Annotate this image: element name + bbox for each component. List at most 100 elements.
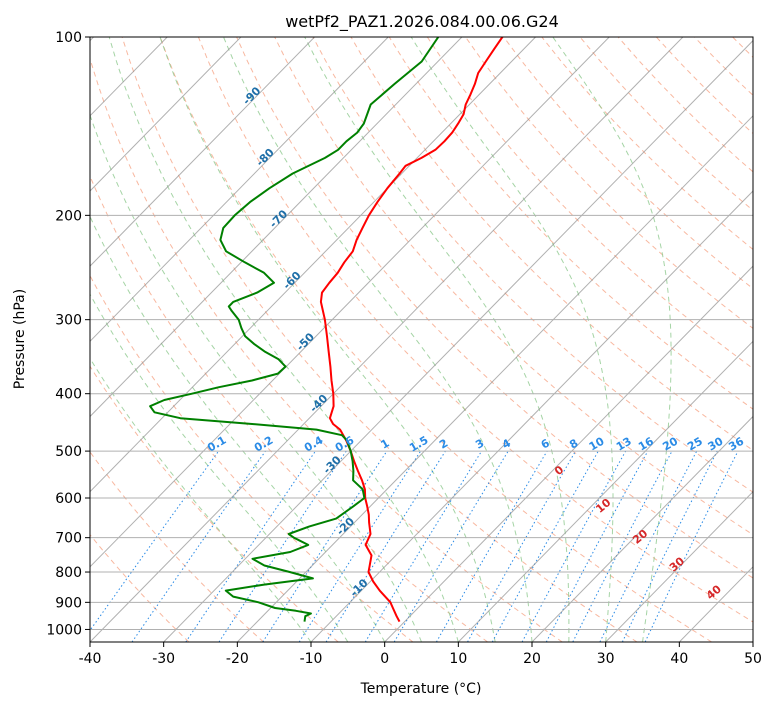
x-tick-label: 40: [670, 651, 688, 667]
x-tick-label: 30: [597, 651, 615, 667]
mixing-ratio-line: [435, 450, 548, 642]
y-axis-label: Pressure (hPa): [12, 289, 28, 389]
dry-adiabat: [312, 37, 753, 493]
isotherm-label: -30: [321, 453, 344, 476]
x-tick-label: -30: [152, 651, 175, 667]
skewed-isotherm: [531, 415, 753, 642]
moist-adiabat: [552, 37, 672, 642]
moist-adiabat-label: 10: [593, 496, 613, 516]
isotherm-label: -60: [280, 269, 303, 292]
skewed-isotherm: [678, 566, 753, 642]
dry-adiabat: [732, 37, 753, 58]
plot-frame: [89, 36, 754, 643]
pressure-gridlines: [90, 37, 753, 630]
mixing-ratio-line: [572, 450, 673, 642]
isotherm-label: -50: [294, 330, 317, 353]
mixing-ratio-line: [521, 450, 627, 642]
mixing-ratio-line: [325, 450, 446, 642]
x-tick-label: 20: [523, 651, 541, 667]
y-tick-label: 600: [55, 491, 82, 507]
mixing-ratio-line: [185, 450, 316, 642]
y-tick-label: 1000: [46, 622, 82, 638]
moist-adiabat: [223, 37, 533, 642]
skewed-isotherm: [90, 37, 463, 418]
x-tick-label: 10: [449, 651, 467, 667]
mixing-ratio-line: [90, 450, 220, 632]
mixing-ratio-label: 2: [437, 437, 450, 452]
skewed-isotherm: [163, 39, 753, 642]
dry-adiabat: [159, 37, 712, 642]
skewed-isotherm: [605, 490, 753, 642]
y-tick-label: 700: [55, 531, 82, 547]
x-axis-ticks: -40 -30 -20 -10 0 10 20 30 40 50: [79, 642, 762, 667]
moist-adiabat: [90, 293, 349, 642]
dry-adiabat: [771, 37, 775, 642]
y-axis-ticks: 100 200 300 400 500 600 700 800 900 1000: [46, 30, 90, 638]
skewed-isotherm: [384, 265, 753, 642]
mixing-ratio-label: 3: [473, 437, 486, 452]
mixing-ratio-line: [599, 450, 698, 642]
x-tick-label: -10: [300, 651, 323, 667]
skewed-isotherm: [752, 641, 753, 642]
skewed-isotherm: [90, 37, 536, 493]
chart-title: wetPf2_PAZ1.2026.084.00.06.G24: [285, 12, 559, 32]
isotherm-label: -70: [267, 207, 290, 230]
mixing-ratio-line: [545, 450, 649, 642]
x-tick-label: 50: [744, 651, 762, 667]
dry-adiabat: [274, 37, 753, 536]
x-axis-label: Temperature (°C): [360, 681, 482, 697]
mixing-ratio-label: 4: [500, 436, 513, 451]
dry-adiabat: [90, 274, 414, 642]
mixing-ratio-line: [467, 450, 577, 642]
moist-adiabat: [90, 215, 386, 642]
x-tick-label: -40: [79, 651, 102, 667]
y-tick-label: 900: [55, 595, 82, 611]
dewpoint-profile: [149, 37, 440, 622]
dry-adiabat: [426, 37, 753, 370]
dry-adiabat: [90, 365, 339, 642]
skewed-isotherm: [90, 37, 315, 267]
skewed-isotherm: [90, 37, 684, 642]
mixing-ratio-line: [218, 450, 347, 642]
moist-adiabat: [90, 357, 312, 642]
skewed-isotherm: [90, 37, 242, 192]
skewed-isotherm: [90, 37, 389, 343]
mixing-ratio-line: [621, 450, 718, 642]
moist-adiabat: [410, 37, 614, 642]
y-tick-label: 500: [55, 444, 82, 460]
dry-adiabat: [503, 37, 753, 290]
dry-adiabat: [655, 37, 753, 135]
dry-adiabat: [90, 451, 264, 642]
skewed-isotherm: [90, 37, 610, 568]
moist-adiabat: [90, 113, 422, 642]
dry-adiabat: [694, 37, 753, 96]
skewed-isotherm: [236, 115, 753, 642]
skewed-isotherm: [457, 340, 753, 642]
moist-adiabat: [159, 37, 496, 642]
isotherm-label: -40: [307, 392, 330, 415]
mixing-ratio-line: [262, 450, 388, 642]
dry-adiabat: [121, 37, 638, 642]
y-tick-label: 400: [55, 387, 82, 403]
profile-series: [149, 37, 504, 623]
mixing-ratio-line: [131, 450, 266, 642]
isotherm-label: -80: [254, 146, 277, 169]
mixing-ratio-line: [364, 450, 483, 642]
dry-adiabat: [579, 37, 753, 212]
mixing-ratio-line: [393, 450, 509, 642]
y-tick-label: 100: [55, 30, 82, 46]
x-tick-label: 0: [380, 651, 389, 667]
isotherm-label: -10: [347, 576, 370, 599]
x-tick-label: -20: [226, 651, 249, 667]
skewed-isotherm: [310, 190, 753, 642]
moist-adiabat-label: 30: [667, 554, 687, 574]
y-tick-label: 800: [55, 565, 82, 581]
background-lines: [90, 37, 775, 642]
y-tick-label: 300: [55, 313, 82, 329]
y-tick-label: 200: [55, 208, 82, 224]
moist-adiabat: [108, 37, 459, 642]
temperature-profile: [319, 37, 504, 623]
dry-adiabat: [90, 56, 563, 642]
mixing-ratio-line: [491, 450, 599, 642]
